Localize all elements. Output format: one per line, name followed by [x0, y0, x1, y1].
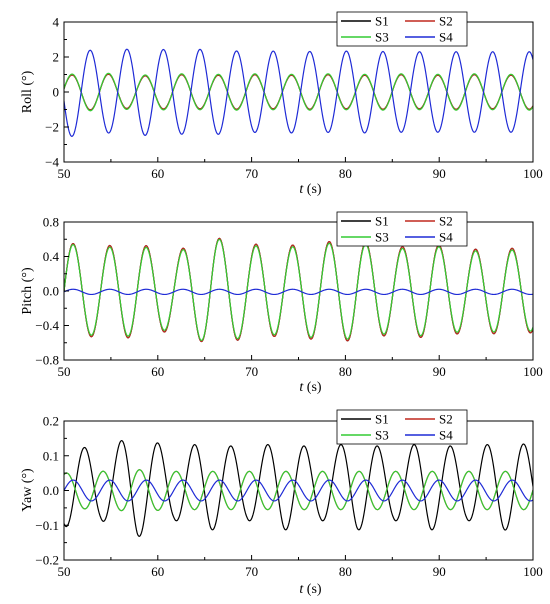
legend: S1 S2 S3 S4 [336, 11, 468, 47]
legend-label-s2: S2 [439, 214, 453, 229]
y-tick-label: −0.4 [35, 318, 59, 333]
y-tick-label: 0.4 [43, 249, 60, 264]
chart-panel-3: 50 60 70 80 90 100 −0.2 −0.1 0.0 0.1 0.2 Yaw (°) t (… [20, 409, 543, 597]
legend-label-s1: S1 [375, 214, 389, 229]
legend-box [336, 211, 468, 247]
x-tick-label: 70 [245, 166, 258, 181]
y-axis-label: Pitch (°) [20, 267, 35, 315]
series-line-s4 [64, 479, 533, 502]
plot-area [64, 237, 533, 343]
series-line-s3 [64, 72, 533, 112]
x-tick-label: 90 [433, 364, 446, 379]
legend-label-s4: S4 [439, 428, 453, 443]
x-tick-label: 60 [151, 166, 164, 181]
x-tick-label: 100 [523, 564, 543, 579]
series-line-s3 [64, 238, 533, 342]
legend-label-s4: S4 [439, 230, 453, 245]
x-tick-label: 50 [58, 166, 71, 181]
legend-label-s2: S2 [439, 412, 453, 427]
y-tick-label: 0.2 [43, 414, 59, 429]
y-axis-label: Roll (°) [20, 70, 35, 113]
x-axis-label-unit: (s) [303, 582, 322, 597]
series-line-s4 [64, 288, 533, 296]
x-tick-label: 70 [245, 564, 258, 579]
chart-panel-2: 50 60 70 80 90 100 −0.8 −0.4 0.0 0.4 0.8 Pitch (°) t… [20, 211, 543, 395]
series-line-s3 [64, 469, 533, 512]
legend-label-s1: S1 [375, 412, 389, 427]
y-tick-label: −2 [45, 120, 59, 135]
x-tick-label: 60 [151, 364, 164, 379]
y-axis-label: Yaw (°) [20, 468, 35, 512]
series-line-s1 [64, 440, 533, 537]
x-axis-label-symbol: t [299, 182, 304, 197]
x-tick-label: 50 [58, 364, 71, 379]
legend-box [336, 409, 468, 445]
y-tick-label: −4 [45, 155, 59, 170]
x-tick-label: 100 [523, 166, 543, 181]
y-tick-label: 4 [53, 15, 60, 30]
legend-label-s2: S2 [439, 14, 453, 29]
legend-box [336, 11, 468, 47]
x-tick-label: 90 [433, 564, 446, 579]
x-axis-label: t (s) [299, 182, 322, 197]
plot-area [64, 440, 533, 537]
x-tick-label: 80 [339, 564, 352, 579]
y-tick-label: 0.8 [43, 215, 59, 230]
legend: S1 S2 S3 S4 [336, 409, 468, 445]
x-tick-label: 80 [339, 364, 352, 379]
legend-label-s1: S1 [375, 14, 389, 29]
x-axis-label-unit: (s) [303, 182, 322, 197]
y-tick-label: 0.1 [43, 448, 59, 463]
y-tick-label: −0.8 [35, 353, 59, 368]
x-tick-label: 90 [433, 166, 446, 181]
y-tick-label: −0.1 [35, 518, 59, 533]
y-tick-label: 2 [53, 50, 60, 65]
x-tick-label: 50 [58, 564, 71, 579]
x-tick-label: 80 [339, 166, 352, 181]
x-tick-label: 70 [245, 364, 258, 379]
y-tick-label: −0.2 [35, 553, 59, 568]
x-axis-label-symbol: t [299, 582, 304, 597]
x-tick-label: 60 [151, 564, 164, 579]
y-tick-label: 0 [53, 85, 60, 100]
legend-label-s3: S3 [375, 428, 389, 443]
y-tick-label: 0.0 [43, 284, 59, 299]
x-tick-label: 100 [523, 364, 543, 379]
legend-label-s3: S3 [375, 230, 389, 245]
legend: S1 S2 S3 S4 [336, 211, 468, 247]
plot-area [64, 48, 533, 137]
x-axis-label-symbol: t [299, 380, 304, 395]
series-line-s4 [64, 48, 533, 137]
x-axis-label: t (s) [299, 582, 322, 597]
x-axis-label: t (s) [299, 380, 322, 395]
y-tick-label: 0.0 [43, 483, 59, 498]
legend-label-s3: S3 [375, 30, 389, 45]
x-axis-label-unit: (s) [303, 380, 322, 395]
legend-label-s4: S4 [439, 30, 453, 45]
